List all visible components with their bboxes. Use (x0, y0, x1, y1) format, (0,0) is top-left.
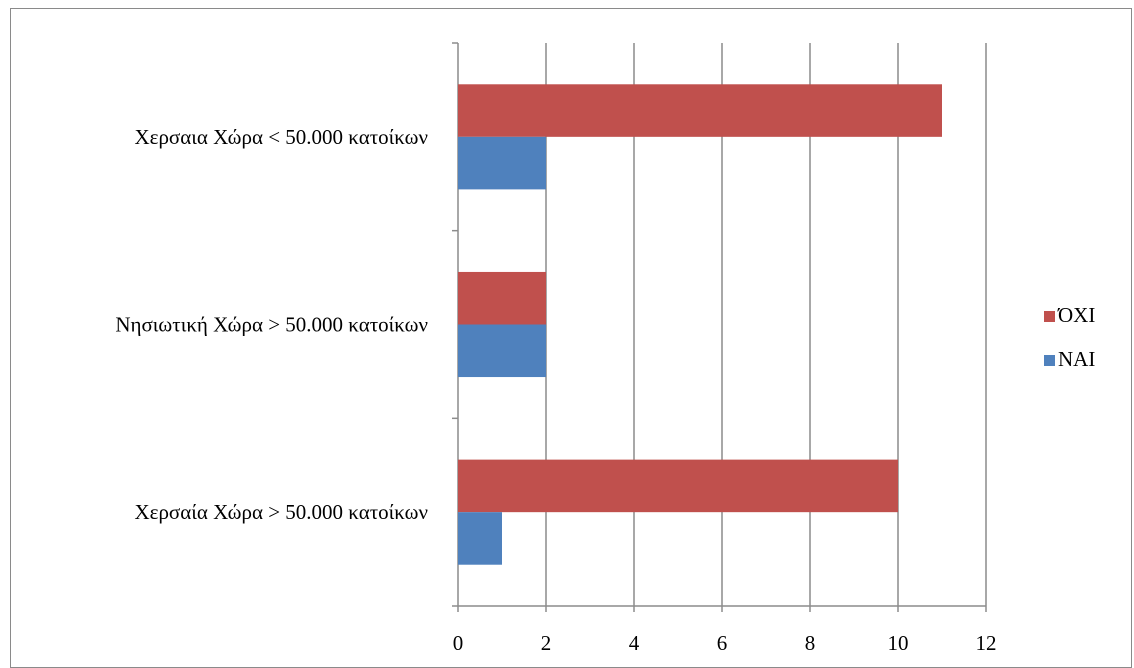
y-category-label: Νησιωτική Χώρα > 50.000 κατοίκων (115, 313, 428, 337)
x-tick-label: 8 (805, 631, 816, 655)
x-tick-label: 6 (717, 631, 728, 655)
x-tick-label: 2 (541, 631, 552, 655)
x-tick-label: 10 (888, 631, 909, 655)
bar-nai (458, 512, 502, 565)
bar-oxi (458, 459, 898, 513)
bar-oxi (458, 84, 942, 137)
y-category-label: Χερσαια Χώρα < 50.000 κατοίκων (134, 125, 428, 149)
y-category-label: Χερσαία Χώρα > 50.000 κατοίκων (134, 500, 428, 524)
legend-swatch-nai (1044, 355, 1055, 366)
x-tick-label: 12 (976, 631, 997, 655)
bar-nai (458, 324, 546, 378)
legend-label: ΝΑΙ (1058, 347, 1095, 371)
legend-label: ΌΧΙ (1057, 303, 1095, 327)
legend-swatch-oxi (1044, 311, 1055, 322)
x-tick-label: 0 (453, 631, 464, 655)
x-tick-label: 4 (629, 631, 640, 655)
bar-nai (458, 136, 546, 190)
bar-oxi (458, 271, 546, 325)
